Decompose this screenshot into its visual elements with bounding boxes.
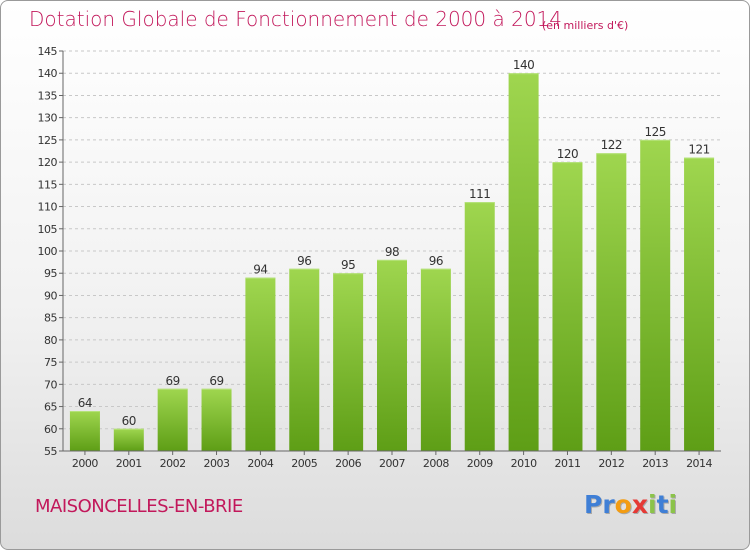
bar [113,428,144,451]
x-tick-label: 2000 [72,457,98,470]
data-label: 69 [166,374,180,388]
logo-letter: r [602,490,615,519]
data-labels: 64 60 69 69 94 96 95 98 96 111 140 120 122 125 121 [78,58,710,428]
data-label: 96 [297,254,311,268]
y-tick-label: 75 [44,356,57,369]
logo-letter: i [668,490,678,519]
data-label: 140 [513,58,534,72]
bar [684,157,715,451]
city-name: MAISONCELLES-EN-BRIE [35,496,243,517]
bar [640,139,671,451]
x-tick-label: 2004 [247,457,273,470]
y-tick-label: 70 [44,378,57,391]
y-tick-label: 125 [38,134,58,147]
data-label: 64 [78,396,92,410]
data-label: 96 [429,254,443,268]
y-tick-label: 85 [44,312,57,325]
x-tick-label: 2002 [160,457,186,470]
logo-letter: o [614,490,632,519]
y-tick-label: 90 [44,289,57,302]
data-label: 60 [122,414,136,428]
bar [508,73,539,451]
data-label: 95 [341,258,355,272]
bar [157,388,188,451]
bar [245,277,276,451]
axes: 55 60 65 70 75 80 85 90 95 100 105 110 115 120 125 130 1… [38,45,721,470]
x-tick-label: 2003 [204,457,230,470]
data-label: 94 [253,263,267,277]
y-tick-label: 115 [38,178,58,191]
bar [333,273,364,451]
bar [552,162,583,451]
data-label: 122 [601,138,622,152]
data-label: 98 [385,245,399,259]
y-tick-label: 135 [38,89,58,102]
bar [201,388,232,451]
data-label: 69 [209,374,223,388]
x-tick-label: 2006 [335,457,361,470]
y-tick-label: 60 [44,423,57,436]
y-tick-label: 65 [44,401,57,414]
data-label: 120 [557,147,578,161]
y-tick-label: 105 [38,223,58,236]
y-tick-label: 130 [38,112,58,125]
bar [596,153,627,451]
bars [69,73,715,451]
y-tick-label: 120 [38,156,58,169]
x-tick-label: 2009 [467,457,493,470]
y-tick-label: 145 [38,45,58,58]
data-label: 125 [644,125,665,139]
logo-letter: t [656,490,669,519]
x-tick-label: 2001 [116,457,142,470]
y-tick-label: 55 [44,445,57,458]
bar [377,259,407,451]
y-tick-label: 100 [38,245,58,258]
data-label: 111 [469,187,490,201]
y-tick-label: 80 [44,334,57,347]
x-tick-label: 2008 [423,457,449,470]
chart-title: Dotation Globale de Fonctionnement de 20… [29,7,562,31]
logo-letter: P [584,490,603,519]
x-tick-label: 2013 [642,457,668,470]
y-tick-label: 95 [44,267,57,280]
proxiti-logo[interactable]: Proxiti [584,490,677,519]
x-tick-label: 2010 [511,457,537,470]
chart-subtitle: (en milliers d'€) [542,19,629,32]
data-label: 121 [688,143,709,157]
x-tick-label: 2012 [598,457,624,470]
x-tick-label: 2014 [686,457,712,470]
logo-letter: x [631,490,648,519]
y-tick-label: 140 [38,67,58,80]
bar [69,411,100,451]
bar [464,202,495,451]
x-tick-label: 2005 [291,457,317,470]
bar [289,268,320,451]
x-tick-label: 2007 [379,457,405,470]
bar [420,268,451,451]
logo-letter: i [648,490,657,519]
y-tick-label: 110 [38,201,58,214]
x-tick-label: 2011 [554,457,580,470]
